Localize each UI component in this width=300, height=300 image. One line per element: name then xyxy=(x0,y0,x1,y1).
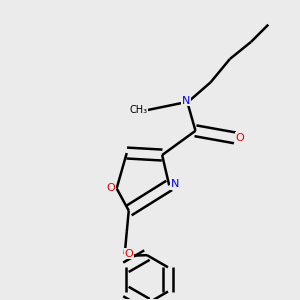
Text: O: O xyxy=(107,182,116,193)
Text: O: O xyxy=(124,248,133,259)
Text: N: N xyxy=(170,179,179,190)
Text: CH₃: CH₃ xyxy=(129,105,147,115)
Text: N: N xyxy=(182,96,190,106)
Text: O: O xyxy=(236,133,244,143)
